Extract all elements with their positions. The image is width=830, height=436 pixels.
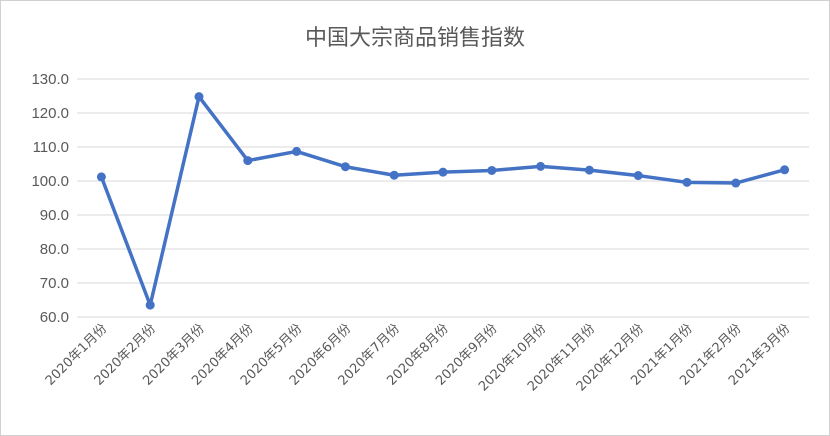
y-tick-label: 80.0 [40,241,69,258]
data-point [145,300,155,310]
y-axis-tick-labels: 60.0 70.0 80.0 90.0 100.0 110.0 120.0 130.0 [31,71,69,326]
y-tick-label: 60.0 [40,309,69,326]
y-tick-label: 100.0 [31,173,69,190]
data-point [584,165,594,175]
data-point [780,165,790,175]
data-point [243,156,253,166]
y-tick-label: 70.0 [40,275,69,292]
data-point [389,170,399,180]
y-tick-label: 90.0 [40,207,69,224]
data-point [292,146,302,156]
x-axis-tick-labels: 2020年1月份2020年2月份2020年3月份2020年4月份2020年5月份… [43,321,794,394]
data-point [340,162,350,172]
data-point [633,171,643,181]
data-point [487,165,497,175]
y-tick-label: 130.0 [31,71,69,88]
chart-title: 中国大宗商品销售指数 [305,26,525,51]
gridlines [77,78,809,318]
data-point [536,161,546,171]
data-point [194,92,204,102]
data-point [96,172,106,182]
data-point [731,178,741,188]
y-tick-label: 120.0 [31,105,69,122]
data-point [438,167,448,177]
series-layer [96,92,790,310]
y-tick-label: 110.0 [33,139,69,156]
data-point [682,177,692,187]
series-line [99,94,786,307]
